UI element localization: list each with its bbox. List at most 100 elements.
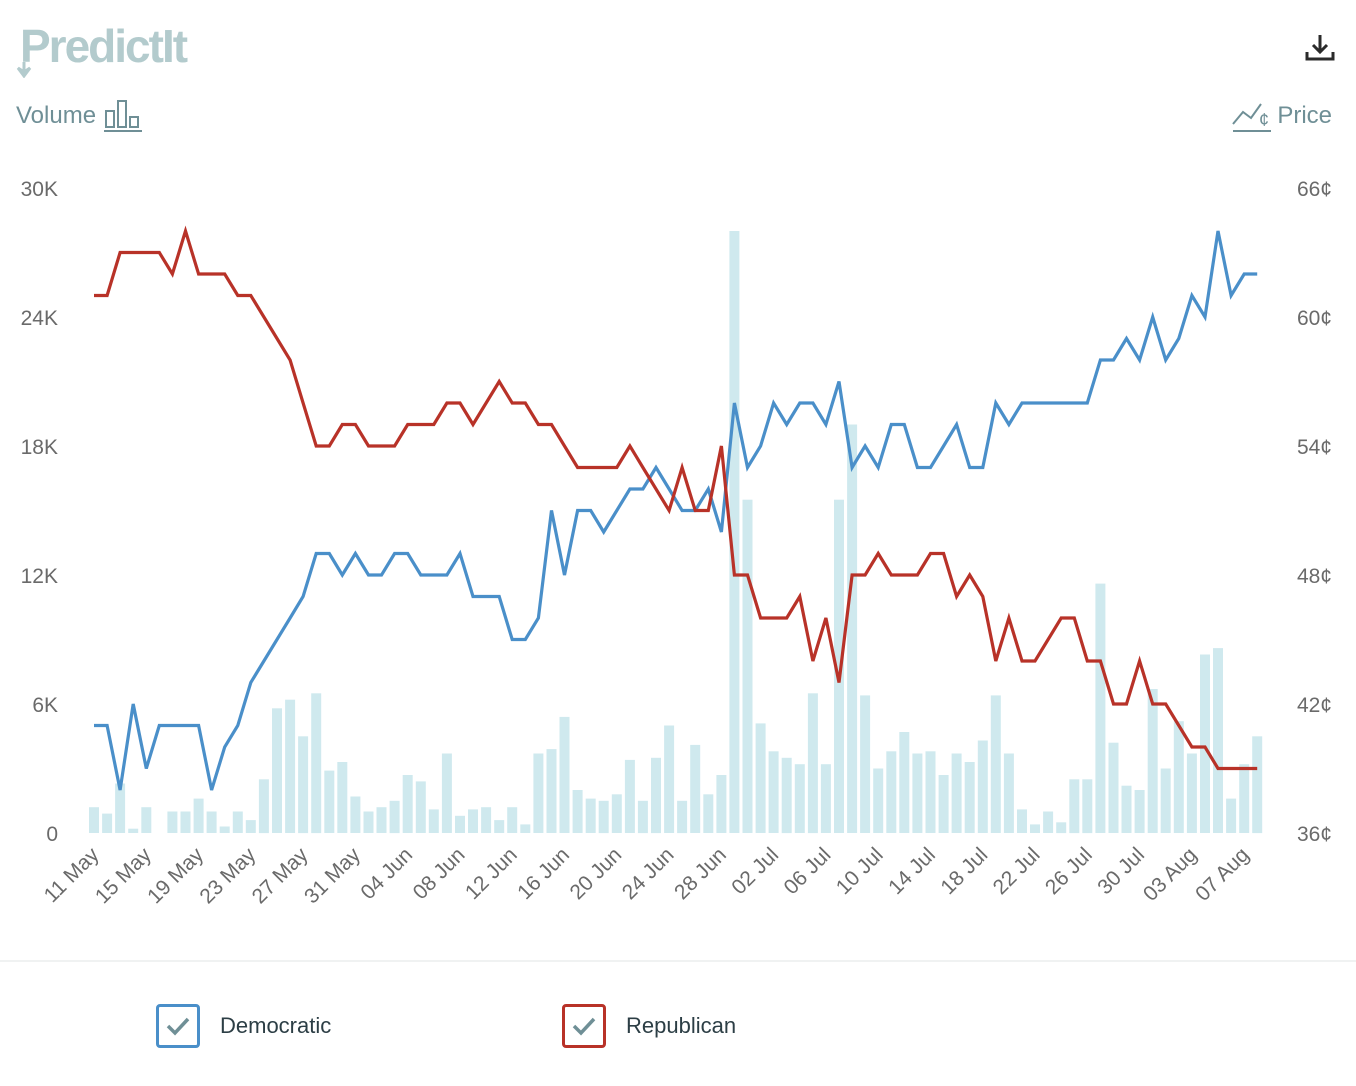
volume-bar xyxy=(546,749,557,833)
price-lines xyxy=(94,225,1258,791)
volume-bar xyxy=(1147,689,1158,833)
volume-bar xyxy=(481,807,492,833)
download-icon xyxy=(1305,35,1335,61)
volume-bar xyxy=(925,751,936,833)
volume-bar xyxy=(611,794,622,833)
date-tick-label: 20 Jun xyxy=(565,843,626,904)
price-label: Price xyxy=(1277,102,1332,129)
volume-bar xyxy=(1160,768,1171,833)
volume-bar xyxy=(441,753,452,833)
volume-bar xyxy=(886,751,897,833)
volume-bar xyxy=(128,828,139,833)
legend-label-democratic: Democratic xyxy=(220,1013,332,1038)
volume-bar xyxy=(285,699,296,833)
volume-bar xyxy=(781,757,792,834)
volume-bar xyxy=(1213,648,1223,833)
volume-bar xyxy=(1239,764,1250,833)
legend-divider xyxy=(0,960,1356,962)
logo-arrow-icon xyxy=(16,62,32,78)
volume-bar xyxy=(337,762,348,833)
legend-item-republican[interactable]: Republican xyxy=(562,1004,736,1048)
legend-label-republican: Republican xyxy=(626,1013,737,1038)
volume-bar xyxy=(899,732,910,833)
volume-bar xyxy=(990,695,1001,833)
volume-bar xyxy=(834,499,844,833)
volume-bars xyxy=(89,231,1263,834)
volume-bar xyxy=(298,736,309,834)
volume-bar xyxy=(1134,790,1145,833)
date-tick-label: 19 May xyxy=(143,843,208,908)
volume-bar xyxy=(572,790,583,833)
date-tick-label: 11 May xyxy=(40,843,104,907)
volume-bar xyxy=(768,751,779,833)
volume-tick-label: 24K xyxy=(21,307,58,330)
volume-bar xyxy=(755,723,766,833)
volume-bar xyxy=(533,753,544,833)
volume-bar xyxy=(794,764,805,833)
volume-bar xyxy=(716,775,727,833)
volume-bar xyxy=(115,783,126,833)
volume-bar xyxy=(245,820,256,833)
volume-bar xyxy=(820,764,831,833)
volume-bar xyxy=(1095,583,1106,833)
volume-bar xyxy=(559,716,570,833)
price-tick-label: 60¢ xyxy=(1297,307,1332,330)
volume-bar xyxy=(951,753,962,833)
volume-bar xyxy=(167,811,178,833)
volume-bar xyxy=(1226,798,1237,833)
volume-bar xyxy=(350,796,361,833)
volume-bar xyxy=(428,809,439,833)
volume-tick-label: 0 xyxy=(46,823,58,846)
legend-item-democratic[interactable]: Democratic xyxy=(156,1004,331,1048)
date-tick-label: 04 Jun xyxy=(356,843,417,904)
volume-bar xyxy=(1043,811,1054,833)
volume-bar xyxy=(964,762,975,833)
volume-bar xyxy=(598,800,609,834)
date-tick-label: 03 Aug xyxy=(1139,843,1202,906)
democratic-checkbox[interactable] xyxy=(156,1004,200,1048)
date-tick-label: 10 Jul xyxy=(832,843,888,899)
volume-bar xyxy=(873,768,884,833)
volume-label: Volume xyxy=(16,102,97,129)
volume-tick-label: 30K xyxy=(21,178,58,201)
volume-bar xyxy=(729,231,740,833)
volume-bar xyxy=(807,693,818,834)
price-tick-label: 42¢ xyxy=(1297,694,1332,717)
republican-checkbox[interactable] xyxy=(562,1004,606,1048)
legend: Democratic Republican xyxy=(0,962,1356,1086)
volume-bar xyxy=(206,811,217,833)
date-tick-label: 31 May xyxy=(300,843,365,908)
volume-bar xyxy=(1082,779,1093,834)
series-line-democratic xyxy=(94,230,1258,791)
volume-bar xyxy=(468,809,478,833)
volume-bar xyxy=(402,775,413,833)
volume-bar xyxy=(651,757,661,834)
price-axis-toggle[interactable]: ¢ Price xyxy=(1231,98,1332,134)
date-tick-label: 15 May xyxy=(91,843,156,908)
date-tick-label: 14 Jul xyxy=(884,843,940,899)
volume-tick-label: 6K xyxy=(32,694,58,717)
volume-bar xyxy=(1003,753,1014,833)
price-tick-label: 66¢ xyxy=(1297,178,1332,201)
volume-bar xyxy=(1108,742,1119,833)
price-tick-label: 48¢ xyxy=(1297,565,1332,588)
volume-bar xyxy=(389,800,400,834)
series-line-republican xyxy=(94,225,1258,771)
volume-bar xyxy=(141,807,152,833)
volume-bar xyxy=(1252,736,1263,834)
price-axis: 36¢ 42¢ 48¢ 54¢ 60¢ 66¢ xyxy=(1297,178,1332,846)
volume-bar xyxy=(1056,822,1067,834)
volume-bar xyxy=(690,744,701,833)
volume-tick-label: 12K xyxy=(21,565,58,588)
svg-text:¢: ¢ xyxy=(1259,110,1269,130)
download-button[interactable] xyxy=(1302,30,1338,66)
volume-bar xyxy=(1200,654,1210,833)
volume-bar xyxy=(415,781,426,833)
volume-bar xyxy=(376,807,387,833)
volume-bar xyxy=(311,693,322,834)
volume-bar xyxy=(219,826,230,833)
volume-axis-toggle[interactable]: Volume xyxy=(16,98,144,134)
volume-bar xyxy=(272,708,282,833)
price-volume-chart: 0 6K 12K 18K 24K 30K 36¢ 42¢ 48¢ 54¢ 60¢ 66¢ 11 Ma… xyxy=(21,178,1332,908)
volume-bar xyxy=(637,800,648,834)
